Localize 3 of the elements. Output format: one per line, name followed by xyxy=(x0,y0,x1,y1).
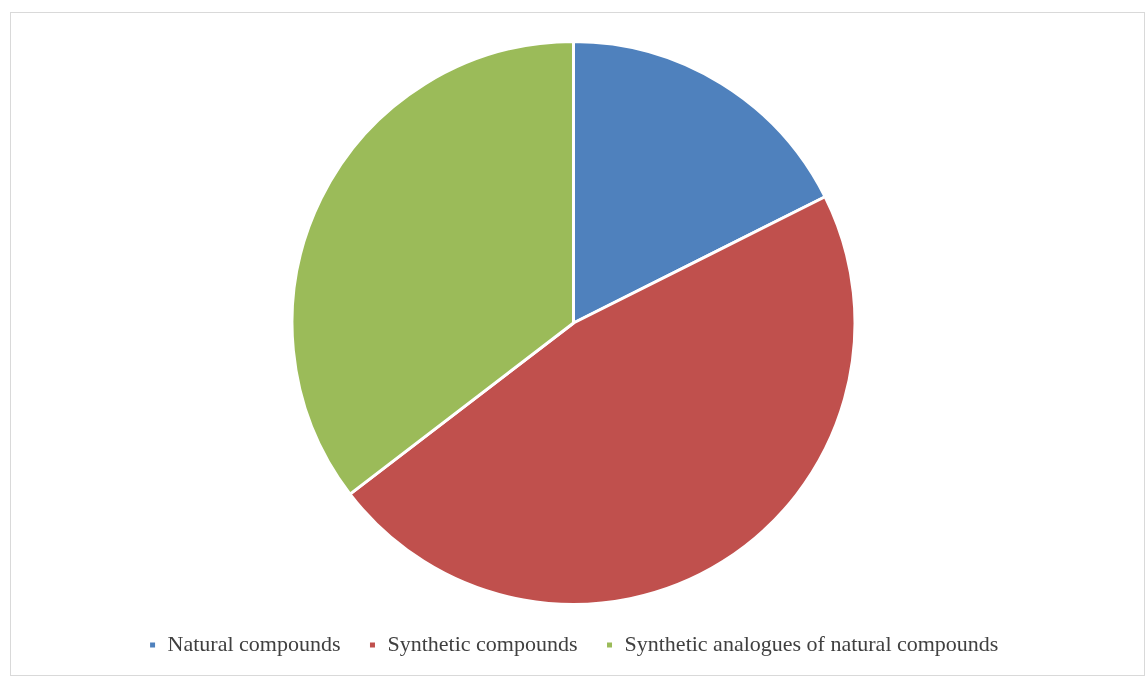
legend-label: Synthetic analogues of natural compounds xyxy=(624,630,999,656)
legend-label: Natural compounds xyxy=(167,630,341,656)
legend-label: Synthetic compounds xyxy=(387,630,578,656)
